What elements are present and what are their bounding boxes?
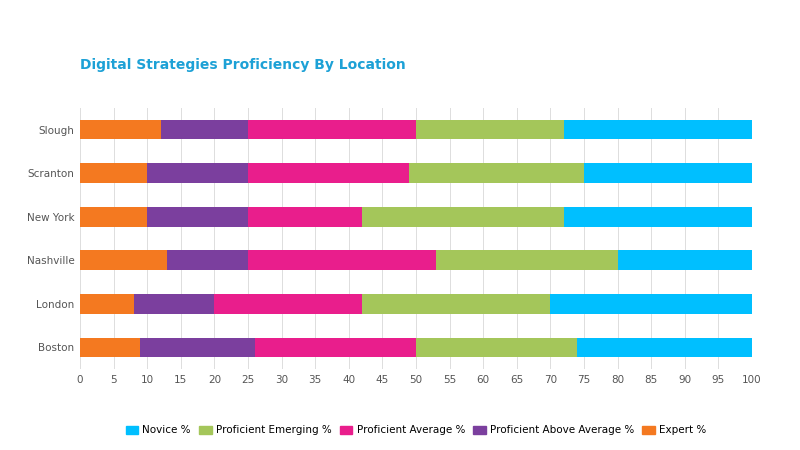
Legend: Novice %, Proficient Emerging %, Proficient Average %, Proficient Above Average : Novice %, Proficient Emerging %, Profici… bbox=[122, 421, 710, 440]
Bar bbox=[362, 207, 564, 226]
Bar bbox=[436, 251, 618, 270]
Bar bbox=[248, 120, 416, 140]
Bar bbox=[141, 338, 254, 357]
Bar bbox=[248, 251, 436, 270]
Bar bbox=[80, 120, 161, 140]
Bar bbox=[416, 338, 578, 357]
Bar bbox=[147, 207, 248, 226]
Bar bbox=[147, 163, 248, 183]
Bar bbox=[80, 163, 147, 183]
Bar bbox=[584, 163, 752, 183]
Bar bbox=[410, 163, 584, 183]
Bar bbox=[80, 207, 147, 226]
Bar bbox=[248, 163, 410, 183]
Bar bbox=[167, 251, 248, 270]
Bar bbox=[254, 338, 416, 357]
Bar bbox=[134, 294, 214, 314]
Bar bbox=[248, 207, 362, 226]
Bar bbox=[80, 251, 167, 270]
Bar bbox=[80, 294, 134, 314]
Bar bbox=[564, 207, 752, 226]
Bar bbox=[214, 294, 362, 314]
Bar bbox=[564, 120, 752, 140]
Bar bbox=[80, 338, 141, 357]
Bar bbox=[416, 120, 564, 140]
Bar bbox=[161, 120, 248, 140]
Bar bbox=[578, 338, 752, 357]
Bar bbox=[362, 294, 550, 314]
Bar bbox=[618, 251, 752, 270]
Text: Digital Strategies Proficiency By Location: Digital Strategies Proficiency By Locati… bbox=[80, 58, 406, 72]
Bar bbox=[550, 294, 752, 314]
